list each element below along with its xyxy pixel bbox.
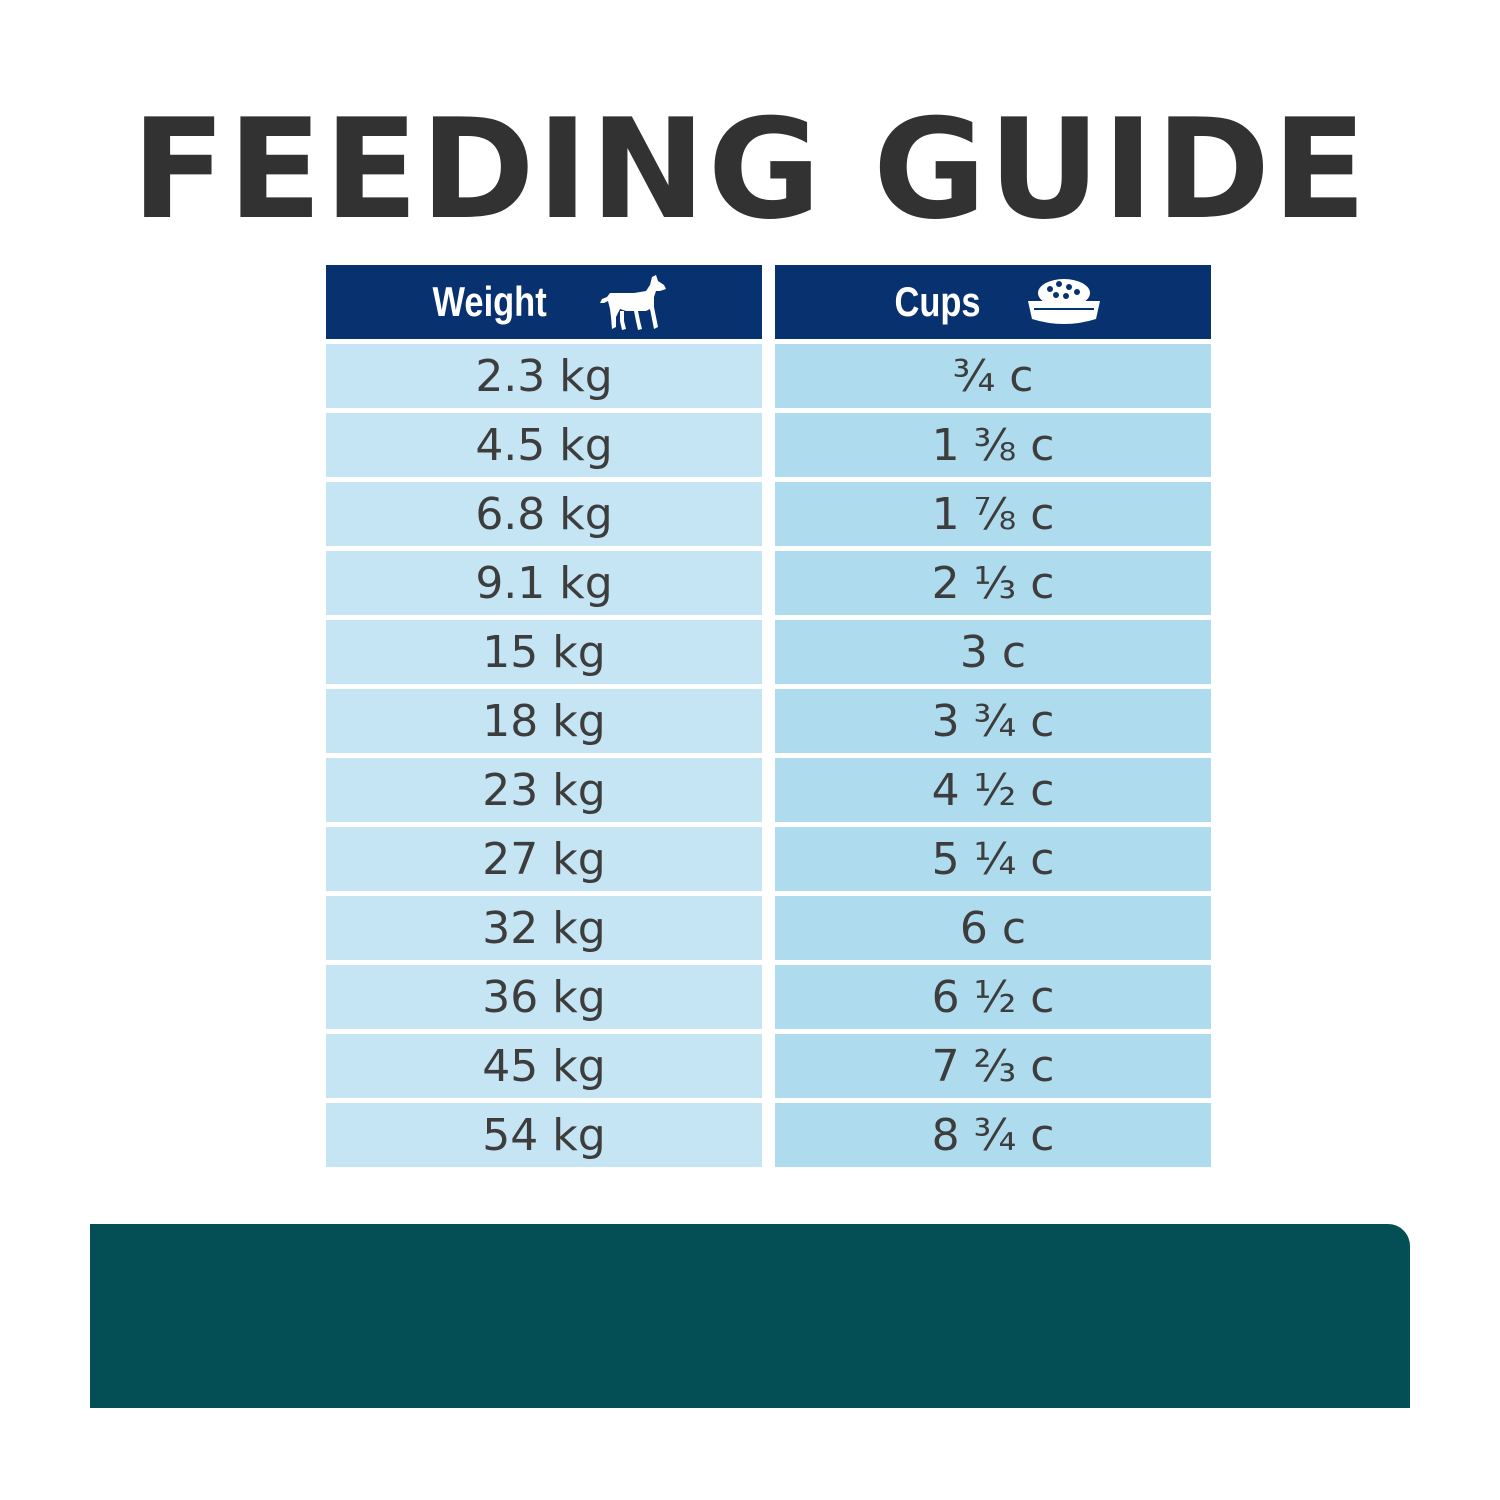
table-row: 9.1 kg 2 ⅓ c (326, 551, 1211, 615)
weight-cell: 15 kg (326, 620, 762, 684)
cups-cell: 2 ⅓ c (775, 551, 1211, 615)
weight-cell: 6.8 kg (326, 482, 762, 546)
cups-column-header: Cups (775, 265, 1211, 339)
cups-cell: 1 ⅞ c (775, 482, 1211, 546)
table-body: 2.3 kg ¾ c 4.5 kg 1 ⅜ c 6.8 kg 1 ⅞ c 9.1 kg 2 ⅓… (326, 344, 1211, 1167)
cups-cell: 3 c (775, 620, 1211, 684)
table-row: 32 kg 6 c (326, 896, 1211, 960)
cups-cell: 8 ¾ c (775, 1103, 1211, 1167)
table-row: 36 kg 6 ½ c (326, 965, 1211, 1029)
cups-cell: 1 ⅜ c (775, 413, 1211, 477)
weight-cell: 32 kg (326, 896, 762, 960)
weight-cell: 54 kg (326, 1103, 762, 1167)
weight-cell: 4.5 kg (326, 413, 762, 477)
page-title: FEEDING GUIDE (131, 89, 1369, 250)
table-row: 45 kg 7 ⅔ c (326, 1034, 1211, 1098)
weight-header-label: Weight (432, 278, 548, 325)
table-row: 27 kg 5 ¼ c (326, 827, 1211, 891)
bottom-color-band (90, 1224, 1410, 1408)
feeding-table: Weight Cups (326, 265, 1211, 1167)
weight-column-header: Weight (326, 265, 762, 339)
table-row: 2.3 kg ¾ c (326, 344, 1211, 408)
food-bowl-icon (1026, 275, 1102, 329)
cups-cell: 4 ½ c (775, 758, 1211, 822)
weight-cell: 27 kg (326, 827, 762, 891)
weight-cell: 2.3 kg (326, 344, 762, 408)
weight-cell: 36 kg (326, 965, 762, 1029)
cups-cell: 6 ½ c (775, 965, 1211, 1029)
table-row: 54 kg 8 ¾ c (326, 1103, 1211, 1167)
cups-cell: 6 c (775, 896, 1211, 960)
weight-cell: 23 kg (326, 758, 762, 822)
cups-cell: 7 ⅔ c (775, 1034, 1211, 1098)
weight-cell: 18 kg (326, 689, 762, 753)
table-row: 4.5 kg 1 ⅜ c (326, 413, 1211, 477)
dog-icon (596, 273, 668, 331)
table-row: 15 kg 3 c (326, 620, 1211, 684)
cups-header-label: Cups (893, 278, 981, 325)
cups-cell: 3 ¾ c (775, 689, 1211, 753)
weight-cell: 9.1 kg (326, 551, 762, 615)
cups-cell: ¾ c (775, 344, 1211, 408)
weight-cell: 45 kg (326, 1034, 762, 1098)
table-header-row: Weight Cups (326, 265, 1211, 339)
table-row: 18 kg 3 ¾ c (326, 689, 1211, 753)
table-row: 23 kg 4 ½ c (326, 758, 1211, 822)
table-row: 6.8 kg 1 ⅞ c (326, 482, 1211, 546)
cups-cell: 5 ¼ c (775, 827, 1211, 891)
